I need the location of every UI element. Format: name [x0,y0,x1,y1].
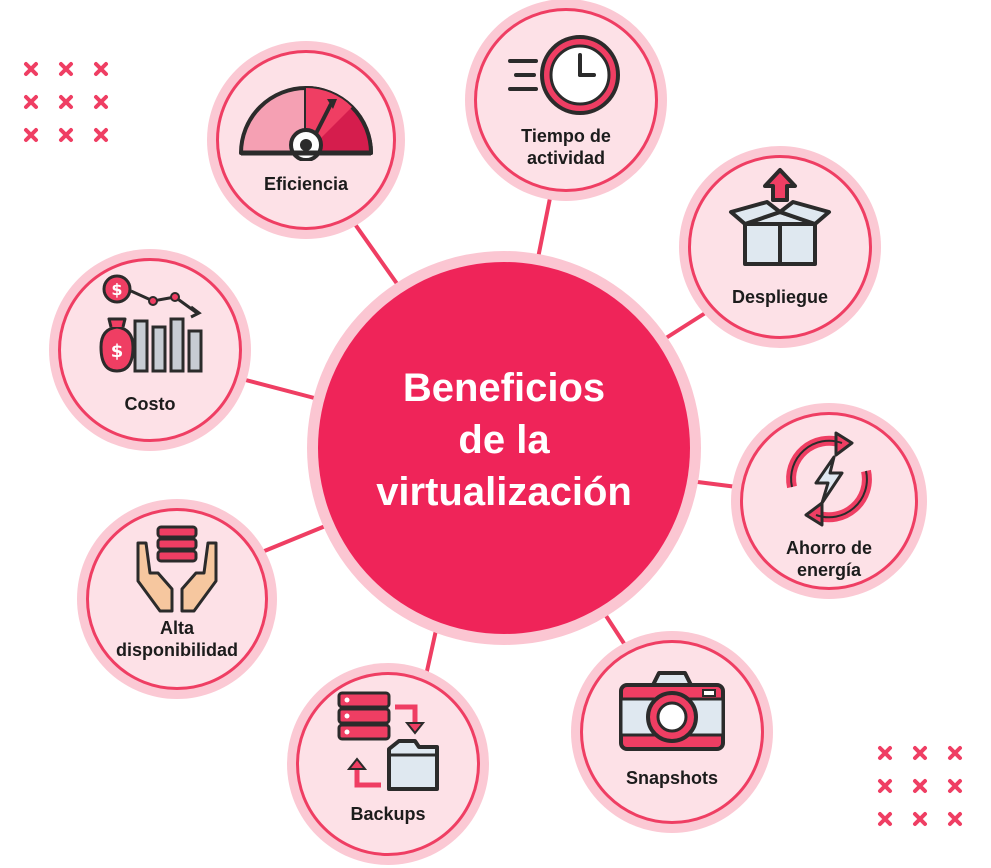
label-alta: Alta disponibilidad [116,618,238,660]
cross-pattern-bottom-right [878,746,962,826]
connector-despliegue [653,308,712,347]
cross-pattern-top-left [24,62,108,142]
node-tiempo: Tiempo de actividad [474,8,658,192]
connector-costo [236,376,324,402]
node-backups: Backups [296,672,480,856]
node-ahorro: Ahorro de energía [740,412,918,590]
label-costo: Costo [124,394,176,414]
svg-text:$: $ [111,280,122,299]
connector-tiempo [534,196,552,270]
box-upload-icon [729,168,831,266]
label-eficiencia: Eficiencia [263,174,349,194]
connector-alta [260,518,342,554]
node-costo: $ $ Costo [58,258,242,442]
connector-eficiencia [350,218,407,297]
label-snapshots: Snapshots [625,768,718,788]
label-tiempo: Tiempo de actividad [521,126,611,168]
central-node: Beneficios de la virtualización [318,262,690,634]
node-snapshots: Snapshots [580,640,764,824]
central-title: Beneficios de la virtualización [376,366,632,514]
label-ahorro: Ahorro de energía [785,538,872,580]
money-chart-icon: $ $ [99,274,203,373]
clock-icon [508,35,620,115]
connector-ahorro [680,478,747,490]
speedometer-icon [239,86,373,161]
connector-snapshots [595,600,627,647]
energy-cycle-icon [786,431,872,527]
label-backups: Backups [350,804,426,824]
hands-database-icon [136,525,218,613]
svg-text:$: $ [111,341,124,362]
node-alta: Alta disponibilidad [86,508,268,690]
camera-icon [619,671,725,751]
connector-backups [423,610,442,682]
node-despliegue: Despliegue [688,155,872,339]
label-despliegue: Despliegue [731,287,829,307]
server-backup-icon [337,691,439,791]
node-eficiencia: Eficiencia [216,50,396,230]
